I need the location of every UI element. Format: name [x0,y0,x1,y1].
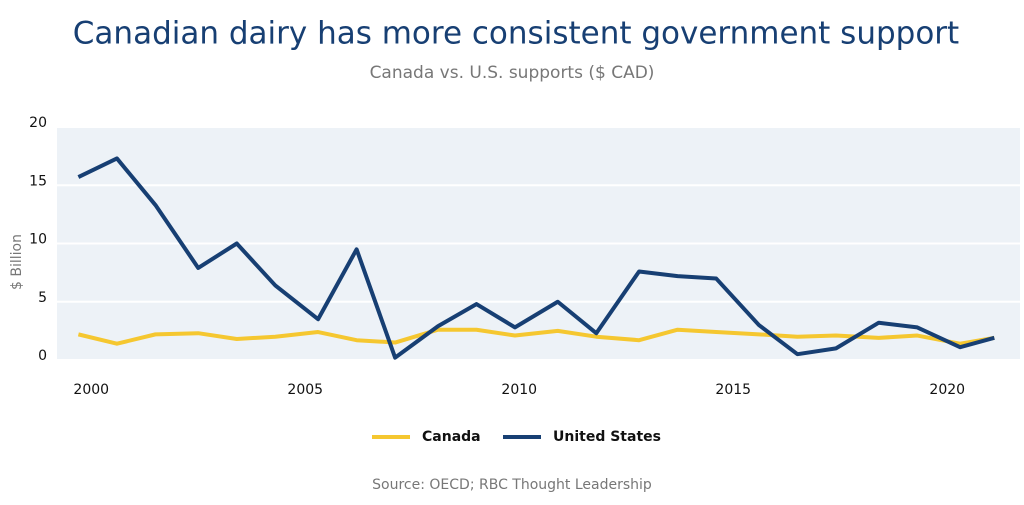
x-tick-label: 2015 [715,382,751,398]
y-tick-label: 10 [29,232,47,248]
series-line [77,327,995,346]
x-tick-label: 2010 [501,382,537,398]
x-tick-label: 2020 [929,382,965,398]
series-line [77,156,995,360]
legend-label: Canada [422,429,481,445]
y-tick-label: 20 [29,115,47,131]
chart-title: Canadian dairy has more consistent gover… [73,16,959,52]
x-tick-label: 2000 [73,382,109,398]
legend-label: United States [553,429,661,445]
y-axis-label: $ Billion [9,234,25,290]
chart-subtitle: Canada vs. U.S. supports ($ CAD) [370,63,655,83]
y-tick-label: 15 [29,173,47,189]
source: Source: OECD; RBC Thought Leadership [372,477,652,493]
x-tick-label: 2005 [287,382,323,398]
y-tick-label: 5 [38,290,47,306]
y-tick-label: 0 [38,348,47,364]
